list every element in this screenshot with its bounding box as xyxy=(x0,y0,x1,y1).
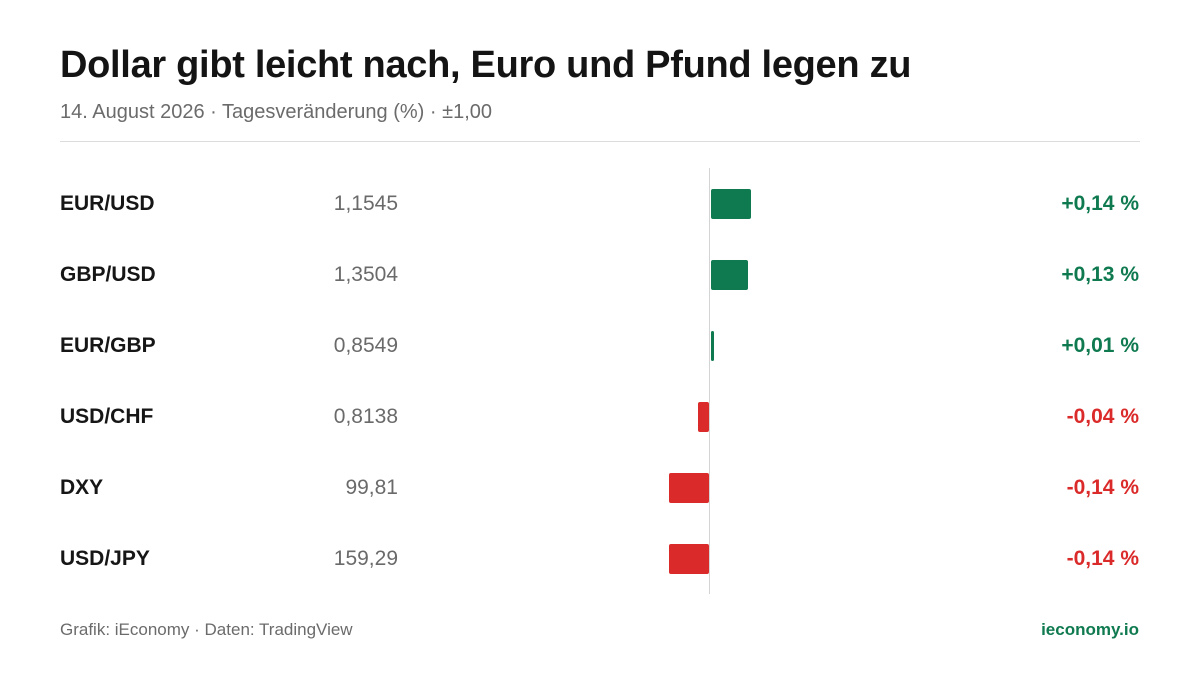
chart-title: Dollar gibt leicht nach, Euro und Pfund … xyxy=(60,44,912,86)
zero-axis-line xyxy=(709,168,710,594)
change-percent-label: -0,14 % xyxy=(1066,476,1139,499)
table-row: GBP/USD 1,3504 +0,13 % xyxy=(0,255,1200,295)
change-percent-label: +0,13 % xyxy=(1061,263,1139,286)
table-row: EUR/GBP 0,8549 +0,01 % xyxy=(0,326,1200,366)
price-value: 159,29 xyxy=(333,547,398,570)
change-percent-label: +0,14 % xyxy=(1061,192,1139,215)
price-value: 1,1545 xyxy=(333,192,398,215)
currency-pair-label: EUR/USD xyxy=(60,192,155,215)
change-bar xyxy=(711,331,714,361)
change-percent-label: -0,14 % xyxy=(1066,547,1139,570)
table-row: USD/JPY 159,29 -0,14 % xyxy=(0,539,1200,579)
price-value: 0,8138 xyxy=(333,405,398,428)
change-percent-label: +0,01 % xyxy=(1061,334,1139,357)
change-bar xyxy=(669,473,709,503)
currency-pair-label: EUR/GBP xyxy=(60,334,156,357)
chart-subtitle: 14. August 2026 · Tagesveränderung (%) ·… xyxy=(60,101,492,123)
change-bar xyxy=(711,260,749,290)
currency-pair-label: GBP/USD xyxy=(60,263,156,286)
change-bar xyxy=(711,189,751,219)
change-bar xyxy=(669,544,709,574)
price-value: 1,3504 xyxy=(333,263,398,286)
table-row: EUR/USD 1,1545 +0,14 % xyxy=(0,184,1200,224)
footer-brand: ieconomy.io xyxy=(1041,620,1139,639)
currency-pair-label: DXY xyxy=(60,476,104,499)
footer-source: Grafik: iEconomy · Daten: TradingView xyxy=(60,620,353,639)
price-value: 0,8549 xyxy=(333,334,398,357)
header-divider xyxy=(60,141,1140,142)
change-bar xyxy=(697,402,709,432)
currency-pair-label: USD/JPY xyxy=(60,547,150,570)
price-value: 99,81 xyxy=(345,476,398,499)
table-row: USD/CHF 0,8138 -0,04 % xyxy=(0,397,1200,437)
change-percent-label: -0,04 % xyxy=(1066,405,1139,428)
table-row: DXY 99,81 -0,14 % xyxy=(0,468,1200,508)
currency-pair-label: USD/CHF xyxy=(60,405,154,428)
